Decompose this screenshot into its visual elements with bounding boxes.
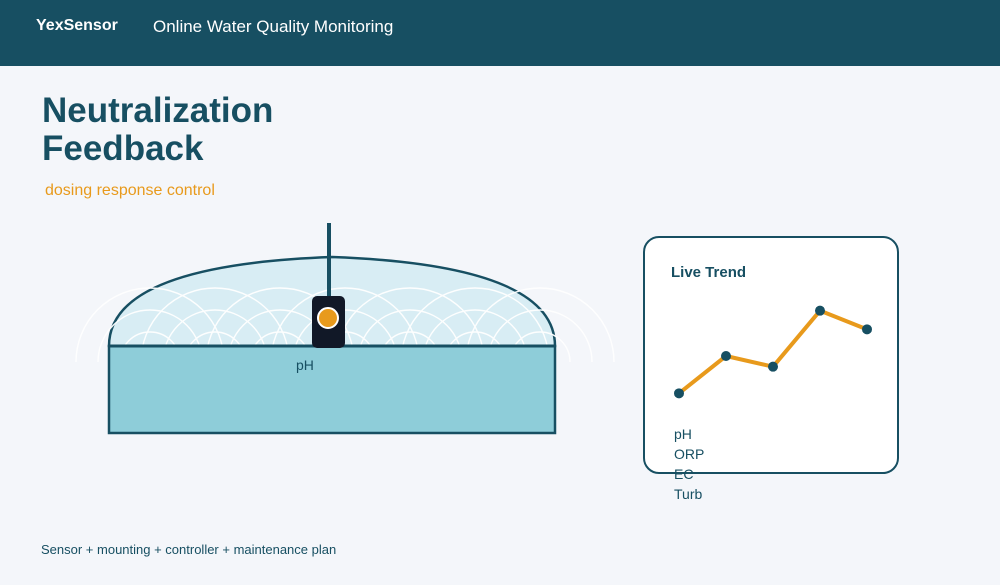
page-title-line-1: Neutralization: [42, 91, 274, 130]
water-tank: [107, 344, 557, 435]
trend-data-point[interactable]: [815, 305, 825, 316]
ripple-arc: [357, 309, 463, 363]
ripple-arc: [487, 309, 593, 363]
ripple-arc: [162, 309, 268, 363]
ripple-arc: [75, 287, 225, 363]
live-trend-card: [643, 236, 899, 474]
ripple-arc: [140, 287, 290, 363]
trend-data-point[interactable]: [721, 351, 731, 361]
legend-item-orp[interactable]: ORP: [674, 446, 705, 462]
trend-data-point[interactable]: [862, 324, 872, 335]
ripple-arc: [400, 287, 550, 363]
ripple-arc: [205, 287, 355, 363]
ripple-arc: [422, 309, 528, 363]
probe-label: pH: [296, 357, 314, 373]
top-nav-bar: YexSensor Online Water Quality Monitorin…: [0, 0, 1000, 66]
legend-item-ph[interactable]: pH: [674, 426, 692, 442]
trend-series-line: [677, 308, 868, 395]
legend-item-turb[interactable]: Turb: [674, 486, 703, 502]
ripple-arc: [97, 309, 203, 363]
trend-legend: pH ORP EC Turb: [674, 424, 704, 504]
brand-logo[interactable]: YexSensor: [36, 17, 118, 34]
trend-data-point[interactable]: [768, 361, 778, 372]
trend-data-point[interactable]: [674, 388, 684, 399]
trend-title: Live Trend: [671, 264, 747, 281]
page-title: Neutralization Feedback: [42, 92, 273, 168]
probe-sensor-indicator: [317, 307, 339, 329]
ripple-arc: [465, 287, 615, 363]
legend-item-ec[interactable]: EC: [674, 466, 694, 482]
footer-caption: Sensor + mounting + controller + mainten…: [41, 542, 337, 557]
page-subtitle: dosing response control: [45, 182, 215, 199]
nav-title[interactable]: Online Water Quality Monitoring: [153, 17, 394, 36]
ripple-arc: [270, 287, 420, 363]
page-title-line-2: Feedback: [42, 129, 204, 168]
